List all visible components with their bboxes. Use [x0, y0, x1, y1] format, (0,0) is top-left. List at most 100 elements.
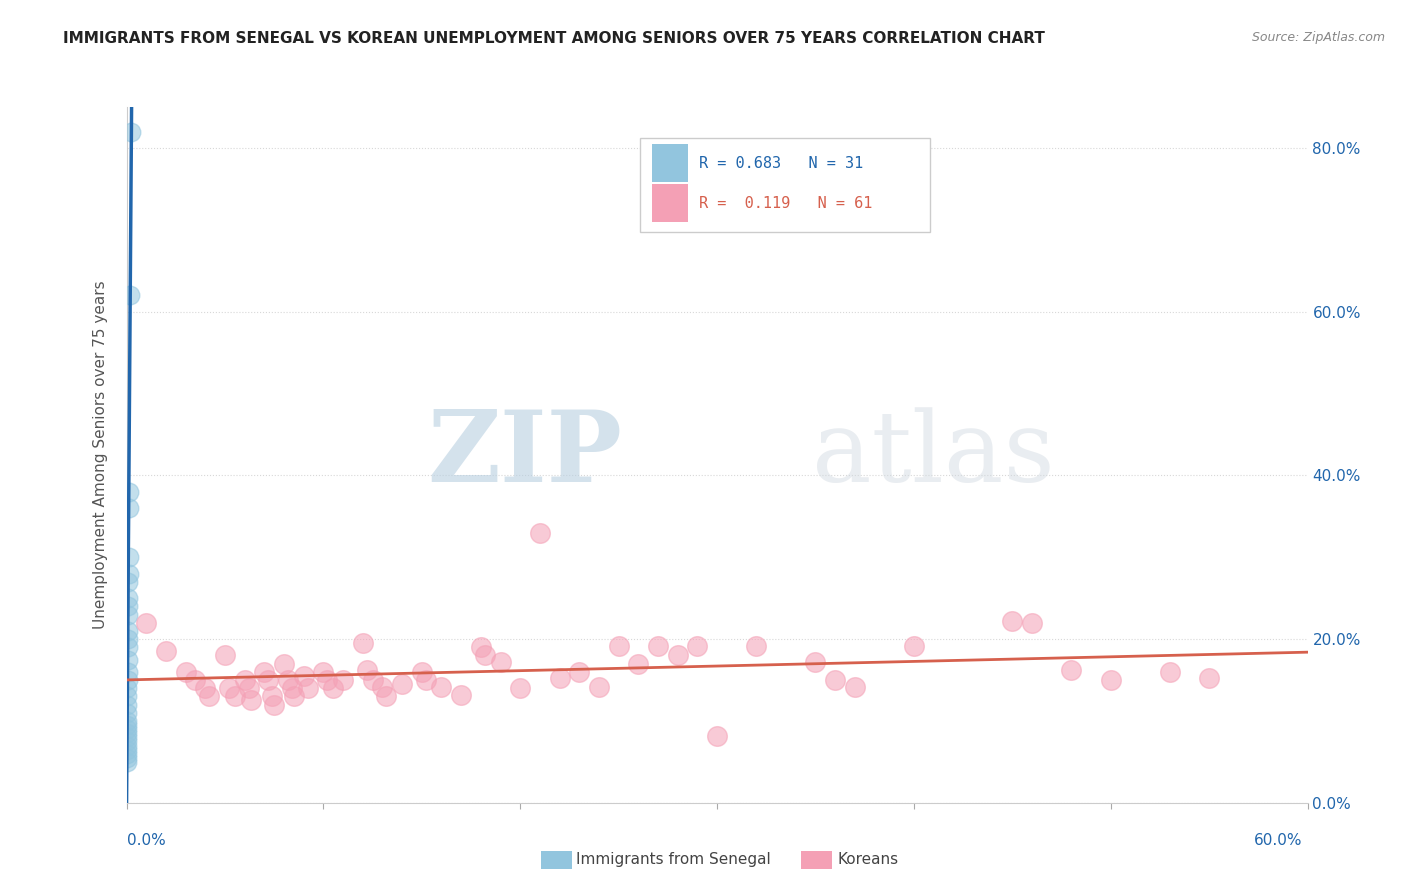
Point: [117, 640, 139, 655]
Point: [548, 672, 571, 686]
Point: [184, 673, 207, 687]
Point: [115, 747, 138, 761]
Point: [239, 693, 262, 707]
Point: [117, 607, 139, 622]
Point: [1198, 672, 1220, 686]
Y-axis label: Unemployment Among Seniors over 75 years: Unemployment Among Seniors over 75 years: [93, 281, 108, 629]
Point: [607, 639, 630, 653]
Point: [218, 681, 240, 696]
Point: [391, 677, 413, 691]
Point: [117, 550, 139, 565]
Point: [263, 698, 285, 712]
Point: [509, 681, 531, 696]
Point: [117, 566, 139, 581]
Point: [117, 652, 139, 666]
Point: [238, 681, 260, 696]
Point: [529, 525, 551, 540]
Text: atlas: atlas: [811, 407, 1054, 503]
Point: [1099, 673, 1122, 687]
Point: [117, 690, 139, 704]
Point: [474, 648, 496, 663]
Text: R =  0.119   N = 61: R = 0.119 N = 61: [699, 195, 873, 211]
Text: IMMIGRANTS FROM SENEGAL VS KOREAN UNEMPLOYMENT AMONG SENIORS OVER 75 YEARS CORRE: IMMIGRANTS FROM SENEGAL VS KOREAN UNEMPL…: [63, 31, 1045, 46]
Point: [844, 680, 866, 694]
Point: [745, 639, 768, 653]
Text: Koreans: Koreans: [838, 853, 898, 867]
Point: [115, 718, 138, 732]
Point: [647, 639, 669, 653]
Point: [117, 591, 139, 606]
Point: [117, 574, 139, 589]
Point: [115, 739, 138, 753]
Point: [352, 636, 374, 650]
Point: [297, 681, 319, 696]
Point: [115, 734, 138, 748]
Point: [117, 599, 139, 614]
Point: [312, 665, 335, 679]
Point: [430, 680, 453, 694]
Text: 60.0%: 60.0%: [1254, 833, 1302, 847]
Point: [489, 655, 512, 669]
Point: [1021, 615, 1043, 630]
Point: [174, 665, 197, 679]
Point: [415, 673, 437, 687]
Text: ZIP: ZIP: [427, 407, 623, 503]
Point: [356, 663, 378, 677]
Point: [706, 729, 728, 743]
Text: Source: ZipAtlas.com: Source: ZipAtlas.com: [1251, 31, 1385, 45]
Point: [568, 665, 591, 679]
Point: [117, 632, 139, 646]
FancyBboxPatch shape: [652, 144, 688, 182]
Point: [115, 742, 138, 756]
Point: [375, 690, 398, 704]
Point: [316, 673, 339, 687]
Point: [115, 731, 138, 745]
Point: [588, 680, 610, 694]
Point: [332, 673, 354, 687]
Point: [1159, 665, 1181, 679]
Point: [117, 706, 139, 720]
Point: [1001, 614, 1024, 628]
FancyBboxPatch shape: [640, 138, 929, 232]
Point: [214, 648, 236, 663]
Point: [804, 655, 827, 669]
FancyBboxPatch shape: [652, 184, 688, 222]
Point: [198, 690, 221, 704]
Point: [115, 751, 138, 765]
Point: [118, 501, 141, 516]
Point: [273, 657, 295, 671]
Point: [117, 698, 139, 712]
Point: [253, 665, 276, 679]
Text: R = 0.683   N = 31: R = 0.683 N = 31: [699, 156, 863, 171]
Point: [118, 484, 141, 499]
Point: [117, 673, 139, 687]
Point: [361, 673, 384, 687]
Point: [194, 681, 217, 696]
Point: [292, 669, 315, 683]
Point: [115, 714, 138, 728]
Point: [120, 288, 142, 302]
Point: [283, 690, 305, 704]
Point: [117, 681, 139, 696]
Point: [257, 673, 280, 687]
Point: [155, 644, 177, 658]
Point: [666, 648, 689, 663]
Point: [115, 726, 138, 740]
Point: [115, 755, 138, 769]
Point: [411, 665, 433, 679]
Point: [470, 640, 492, 655]
Point: [233, 673, 256, 687]
Point: [903, 639, 925, 653]
Point: [824, 673, 846, 687]
Point: [120, 125, 142, 139]
Text: Immigrants from Senegal: Immigrants from Senegal: [576, 853, 772, 867]
Point: [135, 615, 157, 630]
Point: [450, 688, 472, 702]
Point: [277, 673, 299, 687]
Point: [627, 657, 650, 671]
Point: [686, 639, 709, 653]
Point: [262, 690, 284, 704]
Point: [117, 624, 139, 638]
Point: [115, 722, 138, 736]
Point: [117, 665, 139, 679]
